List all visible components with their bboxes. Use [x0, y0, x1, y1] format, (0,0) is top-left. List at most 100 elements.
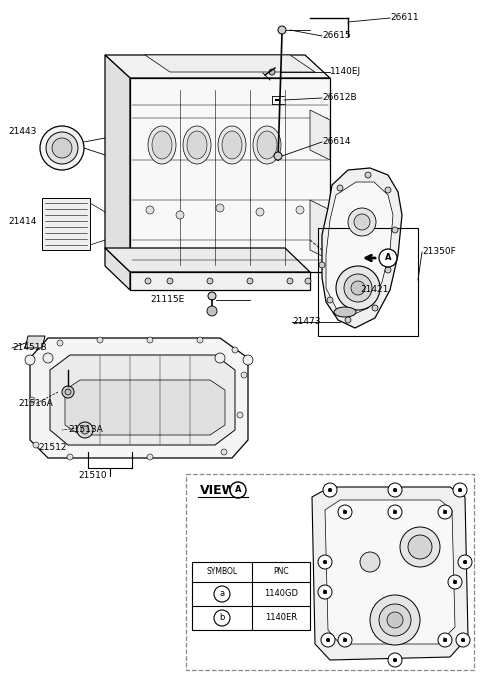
Polygon shape	[42, 198, 90, 250]
Circle shape	[338, 633, 352, 647]
Text: 21510: 21510	[78, 471, 107, 481]
Circle shape	[365, 172, 371, 178]
Circle shape	[343, 638, 347, 642]
Ellipse shape	[152, 131, 172, 159]
Circle shape	[176, 211, 184, 219]
Circle shape	[274, 152, 282, 160]
Circle shape	[458, 555, 472, 569]
Circle shape	[408, 535, 432, 559]
Ellipse shape	[148, 126, 176, 164]
Text: b: b	[343, 637, 347, 643]
Circle shape	[387, 612, 403, 628]
Circle shape	[388, 505, 402, 519]
Text: 21115E: 21115E	[150, 295, 184, 305]
Text: A: A	[235, 485, 241, 494]
Circle shape	[25, 355, 35, 365]
Text: a: a	[323, 559, 327, 565]
Circle shape	[207, 306, 217, 316]
Circle shape	[323, 483, 337, 497]
Circle shape	[81, 426, 89, 434]
Polygon shape	[310, 110, 330, 160]
Circle shape	[57, 340, 63, 346]
Circle shape	[147, 454, 153, 460]
Text: 1140EJ: 1140EJ	[330, 68, 361, 77]
Text: a: a	[219, 590, 225, 598]
Circle shape	[214, 586, 230, 602]
Text: SYMBOL: SYMBOL	[206, 567, 238, 577]
Circle shape	[197, 337, 203, 343]
Circle shape	[345, 317, 351, 323]
Circle shape	[230, 482, 246, 498]
Text: VIEW: VIEW	[200, 483, 236, 496]
Text: a: a	[328, 487, 332, 493]
Circle shape	[305, 278, 311, 284]
Circle shape	[256, 208, 264, 216]
Circle shape	[370, 595, 420, 645]
Polygon shape	[145, 55, 315, 72]
Circle shape	[351, 281, 365, 295]
Circle shape	[323, 560, 327, 564]
Circle shape	[379, 249, 397, 267]
Ellipse shape	[218, 126, 246, 164]
Text: 26612B: 26612B	[322, 93, 357, 102]
Circle shape	[354, 214, 370, 230]
Ellipse shape	[183, 126, 211, 164]
Circle shape	[67, 454, 73, 460]
Text: 21443: 21443	[8, 127, 36, 137]
Circle shape	[146, 206, 154, 214]
Circle shape	[337, 185, 343, 191]
Circle shape	[438, 633, 452, 647]
Text: 21513A: 21513A	[68, 426, 103, 435]
Text: b: b	[323, 589, 327, 595]
Circle shape	[348, 208, 376, 236]
Text: a: a	[463, 559, 467, 565]
Circle shape	[77, 422, 93, 438]
Circle shape	[318, 585, 332, 599]
Circle shape	[393, 658, 397, 662]
Circle shape	[216, 204, 224, 212]
Circle shape	[97, 337, 103, 343]
Circle shape	[461, 638, 465, 642]
Text: 26615: 26615	[322, 32, 350, 41]
Circle shape	[388, 483, 402, 497]
Circle shape	[207, 278, 213, 284]
Circle shape	[247, 278, 253, 284]
Text: b: b	[393, 509, 397, 515]
Text: a: a	[461, 637, 465, 643]
Circle shape	[360, 552, 380, 572]
Circle shape	[40, 126, 84, 170]
Ellipse shape	[334, 307, 356, 317]
Circle shape	[448, 575, 462, 589]
Polygon shape	[310, 200, 330, 260]
Circle shape	[344, 274, 372, 302]
Circle shape	[33, 442, 39, 448]
Circle shape	[323, 590, 327, 594]
Text: 21421: 21421	[360, 286, 388, 294]
Text: 21414: 21414	[8, 217, 36, 227]
Circle shape	[269, 69, 275, 75]
Circle shape	[296, 206, 304, 214]
Circle shape	[438, 505, 452, 519]
Circle shape	[336, 266, 380, 310]
Circle shape	[443, 638, 447, 642]
Circle shape	[388, 653, 402, 667]
Circle shape	[52, 138, 72, 158]
Text: a: a	[393, 657, 397, 663]
Ellipse shape	[222, 131, 242, 159]
Circle shape	[278, 26, 286, 34]
Circle shape	[319, 262, 325, 268]
Ellipse shape	[253, 126, 281, 164]
Circle shape	[65, 389, 71, 395]
Circle shape	[453, 483, 467, 497]
Circle shape	[243, 355, 253, 365]
Text: 21516A: 21516A	[18, 399, 53, 408]
Circle shape	[392, 227, 398, 233]
Text: a: a	[393, 487, 397, 493]
Bar	[318, 228, 418, 336]
Polygon shape	[65, 380, 225, 435]
Circle shape	[62, 386, 74, 398]
Ellipse shape	[187, 131, 207, 159]
Polygon shape	[105, 248, 130, 290]
Polygon shape	[105, 248, 310, 272]
Circle shape	[43, 353, 53, 363]
